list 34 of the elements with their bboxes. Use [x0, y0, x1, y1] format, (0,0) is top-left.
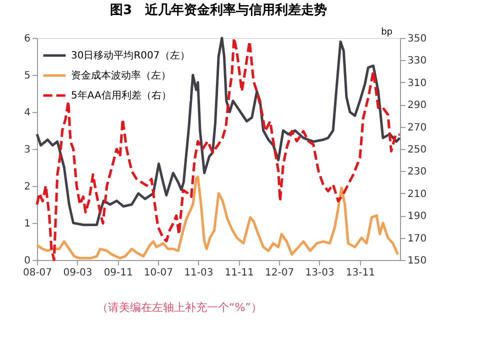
y2-tick-label: 210 — [408, 188, 427, 200]
y2-tick-label: 310 — [408, 78, 427, 89]
y-tick-label: 0 — [24, 256, 30, 266]
y2-tick-label: 250 — [408, 144, 427, 156]
line-series — [36, 36, 401, 226]
y2-tick-label: 350 — [408, 34, 427, 44]
y2-tick-label: 270 — [408, 122, 427, 134]
x-tick-label: 11-11 — [224, 268, 254, 278]
text: （请美编在左轴上补充一个“%”） — [97, 301, 262, 314]
x-tick-label: 13-11 — [346, 268, 375, 278]
x-tick-label: 13-03 — [305, 268, 334, 278]
y2-tick-label: 230 — [408, 166, 427, 178]
y-tick-label: 6 — [24, 34, 30, 44]
x-tick-label: 09-03 — [63, 268, 92, 278]
x-tick-label: 12-07 — [265, 268, 294, 278]
y2-tick-label: 190 — [408, 211, 427, 222]
legend-label: 资金成本波动率（左） — [71, 70, 171, 82]
x-tick-label: 10-07 — [144, 268, 173, 278]
y2-tick-label: 150 — [408, 256, 427, 266]
legend-label: 30日移动平均R007（左） — [71, 50, 190, 62]
y-tick-label: 2 — [24, 182, 30, 192]
y2-axis-title: bp — [381, 28, 393, 38]
y-tick-label: 1 — [24, 218, 30, 230]
y2-tick-label: 330 — [408, 56, 427, 67]
x-tick-label: 09-11 — [104, 268, 133, 278]
chart-title: 图3 近几年资金利率与信用利差走势 — [110, 2, 328, 18]
x-tick-label: 08-07 — [22, 268, 52, 278]
y-tick-label: 5 — [24, 70, 30, 82]
y2-tick-label: 170 — [408, 233, 427, 244]
legend-label: 5年AA信用利差（右） — [71, 90, 172, 102]
x-tick-label: 11-03 — [184, 268, 214, 278]
y-tick-label: 3 — [24, 144, 30, 156]
y-tick-label: 4 — [24, 108, 30, 118]
y2-tick-label: 290 — [408, 100, 427, 112]
